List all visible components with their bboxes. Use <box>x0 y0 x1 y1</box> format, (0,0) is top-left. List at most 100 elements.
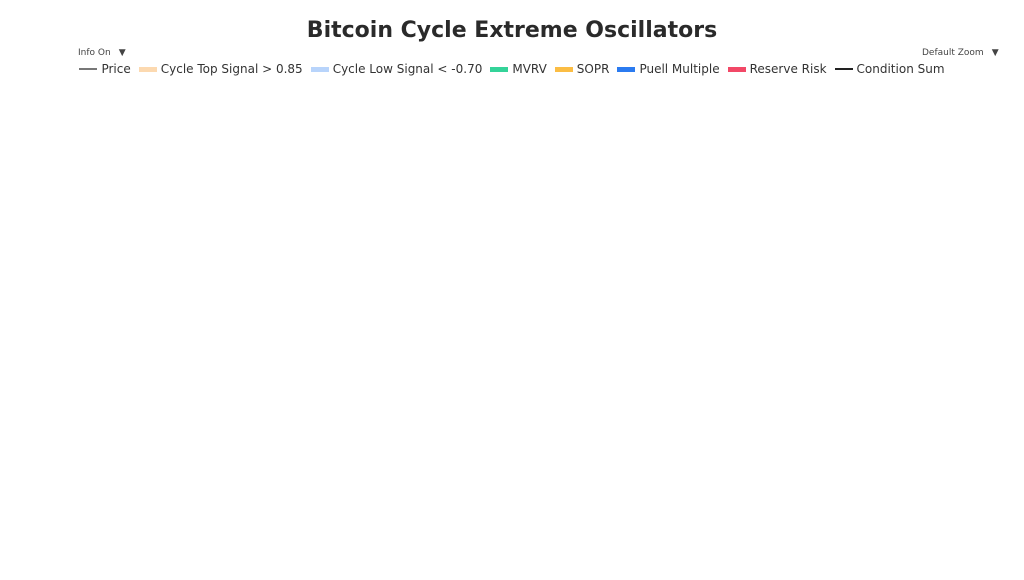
bar-puell-multiple <box>92 420 154 432</box>
bar-sopr <box>239 465 269 477</box>
y-tick-label: 5 <box>42 128 48 139</box>
legend-label: Puell Multiple <box>639 62 720 76</box>
x-tick-label: 01-Jan-18 <box>434 541 488 554</box>
bar-reserve-risk <box>876 431 884 443</box>
bar-puell-multiple <box>607 454 612 466</box>
legend-item-cycle-low[interactable]: Cycle Low Signal < -0.70 <box>310 62 483 76</box>
x-tick-label: 01-Jan-14 <box>164 541 218 554</box>
bar-puell-multiple <box>237 454 285 466</box>
x-tick-label: 01-Jan-22 <box>704 541 758 554</box>
y-axis-title: Price [USD] <box>9 270 24 344</box>
y-tick-label: 10k <box>30 188 48 199</box>
legend-item-condition-sum[interactable]: Condition Sum <box>834 62 945 76</box>
cycle-top-band <box>454 167 462 533</box>
cycle-top-band <box>134 334 145 533</box>
bar-puell-multiple <box>417 420 438 432</box>
y-tick-label: 100k <box>24 103 48 114</box>
cycle-low-band <box>245 315 248 533</box>
legend-swatch <box>554 66 573 72</box>
legend-swatch <box>490 66 509 72</box>
y2-axis-title: Cycle Extreme Oscillators <box>1005 223 1020 390</box>
y-tick-label: 10 <box>36 444 48 455</box>
bar-mvrv <box>174 397 193 421</box>
bar-sopr <box>925 409 936 443</box>
legend-item-cycle-top[interactable]: Cycle Top Signal > 0.85 <box>138 62 303 76</box>
bar-reserve-risk <box>354 431 358 443</box>
condition-sum-line <box>54 396 975 490</box>
bar-sopr <box>876 409 898 432</box>
legend-item-puell[interactable]: Puell Multiple <box>617 62 720 76</box>
bar-puell-multiple <box>518 454 541 466</box>
cycle-low-band <box>520 219 543 533</box>
bar-puell-multiple <box>667 420 684 432</box>
legend-item-mvrv[interactable]: MVRV <box>490 62 547 76</box>
zoom-menu[interactable]: Default Zoom ▼ <box>922 48 999 58</box>
legend-item-price[interactable]: Price <box>79 62 131 76</box>
bar-sopr <box>183 409 187 421</box>
bar-mvrv <box>114 397 152 421</box>
y-tick-label: 2 <box>42 418 48 429</box>
y-tick-label: 5 <box>42 299 48 310</box>
y-tick-label: 2 <box>42 333 48 344</box>
legend-swatch <box>834 68 853 70</box>
bar-mvrv <box>298 443 301 489</box>
y-tick-label: 1000 <box>24 273 48 284</box>
bar-sopr <box>136 409 147 421</box>
bar-mvrv <box>876 397 885 410</box>
cycle-low-band <box>779 165 782 533</box>
y2-tick-label: −2 <box>985 530 999 541</box>
x-tick-label: 01-Jan-12 <box>28 541 82 554</box>
legend-swatch <box>727 66 746 72</box>
y-tick-label: 5 <box>42 469 48 480</box>
bar-mvrv <box>401 397 407 443</box>
bar-mvrv <box>771 476 800 489</box>
bar-reserve-risk <box>760 443 786 455</box>
info-menu-label: Info On <box>78 48 111 58</box>
bar-sopr <box>492 454 497 477</box>
bar-sopr <box>760 465 800 477</box>
legend-item-reserve-risk[interactable]: Reserve Risk <box>727 62 827 76</box>
y2-tick-label: 4 <box>985 258 991 269</box>
price-line <box>54 98 976 474</box>
legend-label: Cycle Low Signal < -0.70 <box>332 62 483 76</box>
bar-mvrv <box>933 397 936 443</box>
bar-reserve-risk <box>660 431 688 443</box>
bar-mvrv <box>240 476 243 484</box>
bar-sopr <box>518 465 541 477</box>
bar-mvrv <box>714 397 723 443</box>
bar-reserve-risk <box>82 431 154 443</box>
y-tick-label: 1 <box>42 529 48 540</box>
cycle-low-band <box>787 173 793 534</box>
legend-swatch <box>79 68 98 70</box>
legend-label: Condition Sum <box>856 62 945 76</box>
chart-title: Bitcoin Cycle Extreme Oscillators <box>306 18 718 43</box>
bar-reserve-risk <box>415 431 466 443</box>
cycle-low-band <box>759 162 768 534</box>
bar-puell-multiple <box>618 454 634 466</box>
cycle-low-band <box>775 162 778 533</box>
bar-reserve-risk <box>237 443 248 455</box>
x-tick-label: 01-Jan-16 <box>299 541 353 554</box>
bar-mvrv <box>560 397 562 443</box>
cycle-top-band <box>182 275 186 533</box>
bar-mvrv <box>922 397 932 443</box>
legend: Price Cycle Top Signal > 0.85 Cycle Low … <box>0 62 1024 76</box>
bar-puell-multiple <box>443 420 466 432</box>
watermark: checkonchain <box>377 282 683 328</box>
y-tick-label: 2 <box>42 503 48 514</box>
bar-mvrv <box>441 397 466 421</box>
legend-label: MVRV <box>512 62 547 76</box>
bar-reserve-risk <box>789 443 800 455</box>
y-tick-label: 2 <box>42 247 48 258</box>
bar-mvrv <box>391 397 394 443</box>
bar-puell-multiple <box>760 454 791 466</box>
info-toggle-menu[interactable]: Info On ▼ <box>78 48 126 58</box>
legend-label: Price <box>101 62 131 76</box>
y2-tick-label: 0 <box>985 439 991 450</box>
bar-puell-multiple <box>175 420 195 432</box>
dropdown-arrow-icon: ▼ <box>991 48 999 58</box>
legend-item-sopr[interactable]: SOPR <box>554 62 609 76</box>
y-tick-label: 100 <box>30 358 48 369</box>
legend-swatch <box>138 66 157 72</box>
